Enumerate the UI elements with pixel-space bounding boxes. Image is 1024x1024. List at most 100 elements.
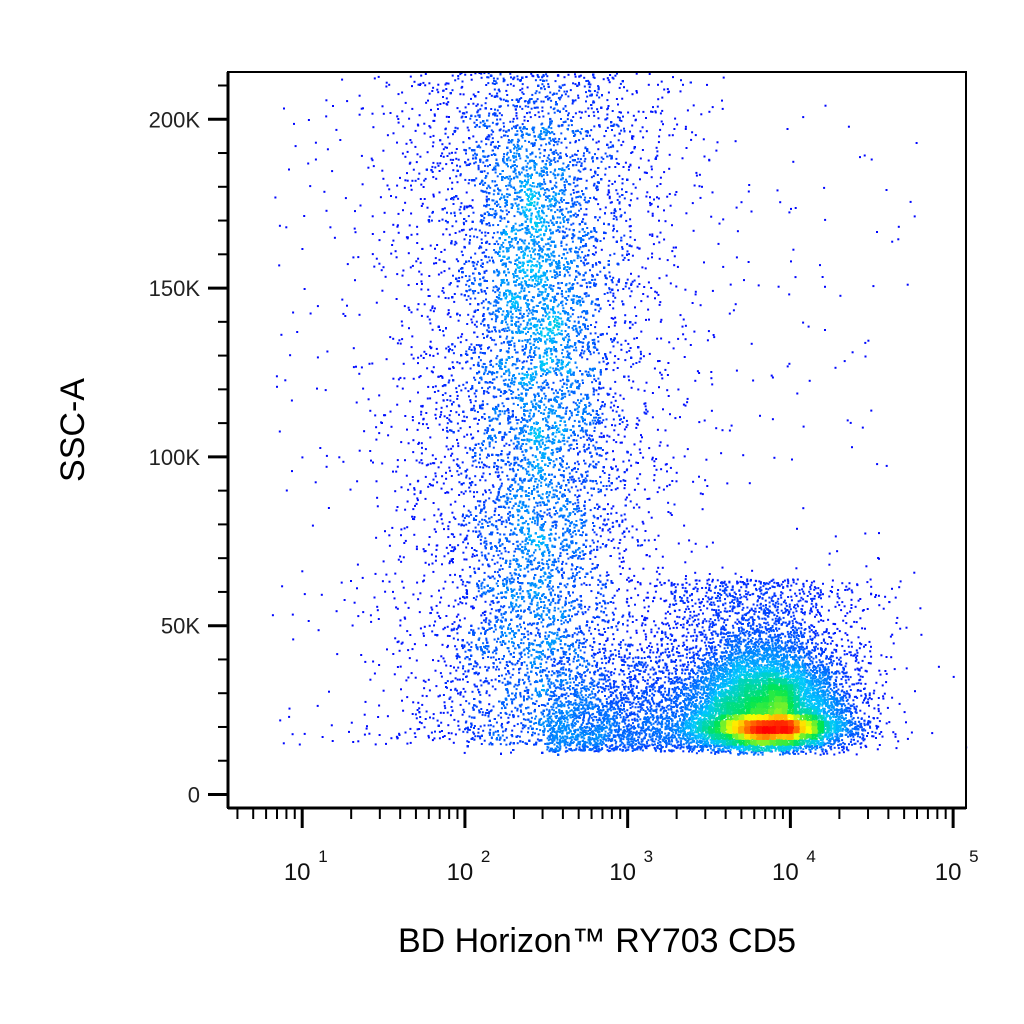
event-point bbox=[453, 606, 455, 608]
event-point bbox=[657, 491, 659, 493]
event-point bbox=[423, 123, 425, 125]
event-point bbox=[642, 568, 644, 570]
event-point bbox=[667, 374, 669, 376]
event-point bbox=[722, 218, 724, 220]
event-point bbox=[625, 426, 627, 428]
event-point bbox=[317, 305, 319, 307]
event-point bbox=[413, 169, 415, 171]
event-point bbox=[439, 617, 441, 619]
event-point bbox=[893, 642, 895, 644]
event-point bbox=[427, 100, 429, 102]
event-point bbox=[682, 333, 684, 335]
event-point bbox=[417, 153, 419, 155]
event-point bbox=[391, 426, 393, 428]
event-point bbox=[436, 348, 438, 350]
event-point bbox=[452, 581, 454, 583]
event-point bbox=[668, 580, 670, 582]
event-point bbox=[736, 207, 738, 209]
event-point bbox=[420, 262, 422, 264]
event-point bbox=[371, 363, 373, 365]
event-point bbox=[416, 226, 418, 228]
event-point bbox=[659, 582, 661, 584]
event-point bbox=[423, 519, 425, 521]
event-point bbox=[759, 415, 761, 417]
event-point bbox=[431, 554, 433, 556]
event-point bbox=[378, 705, 380, 707]
event-point bbox=[401, 581, 403, 583]
event-point bbox=[865, 683, 867, 685]
event-point bbox=[666, 470, 668, 472]
event-point bbox=[441, 143, 443, 145]
event-point bbox=[644, 617, 646, 619]
event-point bbox=[457, 667, 459, 669]
event-point bbox=[407, 236, 409, 238]
event-point bbox=[452, 445, 454, 447]
event-point bbox=[397, 641, 399, 643]
event-point bbox=[386, 358, 388, 360]
event-point bbox=[332, 740, 334, 742]
event-point bbox=[435, 560, 437, 562]
event-point bbox=[652, 600, 654, 602]
event-point bbox=[417, 443, 419, 445]
event-point bbox=[406, 630, 408, 632]
event-point bbox=[645, 319, 647, 321]
event-point bbox=[850, 626, 852, 628]
event-point bbox=[434, 166, 436, 168]
event-point bbox=[389, 581, 391, 583]
event-point bbox=[409, 162, 411, 164]
event-point bbox=[674, 255, 676, 257]
event-point bbox=[856, 621, 858, 623]
event-point bbox=[651, 517, 653, 519]
event-point bbox=[411, 189, 413, 191]
event-point bbox=[649, 353, 651, 355]
event-point bbox=[400, 561, 402, 563]
event-point bbox=[328, 507, 330, 509]
event-point bbox=[636, 619, 638, 621]
event-point bbox=[899, 703, 901, 705]
event-point bbox=[795, 567, 797, 569]
event-point bbox=[630, 597, 632, 599]
event-point bbox=[421, 406, 423, 408]
event-point bbox=[289, 708, 291, 710]
event-point bbox=[470, 205, 472, 207]
event-point bbox=[440, 251, 442, 253]
event-point bbox=[403, 363, 405, 365]
event-point bbox=[412, 713, 414, 715]
event-point bbox=[436, 89, 438, 91]
event-point bbox=[447, 645, 449, 647]
event-point bbox=[690, 139, 692, 141]
event-point bbox=[396, 509, 398, 511]
event-point bbox=[611, 424, 613, 426]
event-point bbox=[391, 244, 393, 246]
event-point bbox=[304, 288, 306, 290]
event-point bbox=[406, 743, 408, 745]
event-point bbox=[890, 656, 892, 658]
event-point bbox=[644, 402, 646, 404]
event-point bbox=[455, 733, 457, 735]
event-point bbox=[711, 410, 713, 412]
event-point bbox=[421, 442, 423, 444]
event-point bbox=[378, 432, 380, 434]
event-point bbox=[440, 515, 442, 517]
event-point bbox=[646, 191, 648, 193]
event-point bbox=[669, 154, 671, 156]
event-point bbox=[384, 212, 386, 214]
event-point bbox=[609, 81, 611, 83]
event-point bbox=[635, 315, 637, 317]
event-point bbox=[426, 423, 428, 425]
event-point bbox=[382, 150, 384, 152]
event-point bbox=[500, 753, 502, 755]
event-point bbox=[748, 191, 750, 193]
event-point bbox=[623, 86, 625, 88]
event-point bbox=[849, 582, 851, 584]
event-point bbox=[445, 472, 447, 474]
event-point bbox=[413, 358, 415, 360]
event-point bbox=[876, 463, 878, 465]
event-point bbox=[411, 180, 413, 182]
event-point bbox=[624, 359, 626, 361]
event-point bbox=[419, 156, 421, 158]
event-point bbox=[699, 185, 701, 187]
event-point bbox=[474, 555, 476, 557]
event-point bbox=[382, 105, 384, 107]
event-point bbox=[632, 93, 634, 95]
